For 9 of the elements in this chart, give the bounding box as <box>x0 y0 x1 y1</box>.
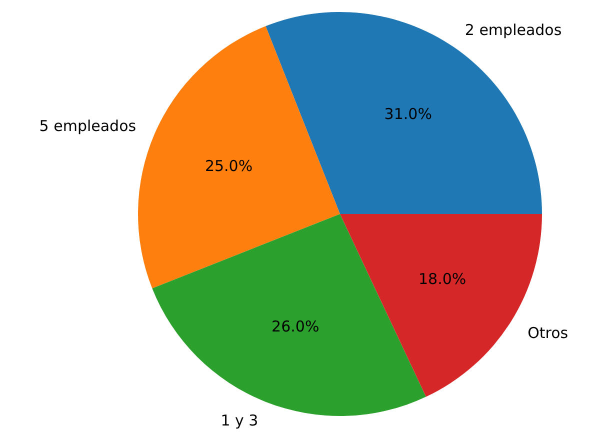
data-label: 18.0% <box>418 270 466 288</box>
slice-label: 5 empleados <box>39 116 136 135</box>
data-label: 26.0% <box>272 318 320 336</box>
slice-label: 2 empleados <box>464 21 562 40</box>
data-label: 25.0% <box>204 156 253 175</box>
slice-label: 1 y 3 <box>220 412 258 430</box>
slice-label: Otros <box>528 324 568 342</box>
pie-slice <box>138 26 340 288</box>
data-label: 31.0% <box>384 104 432 123</box>
